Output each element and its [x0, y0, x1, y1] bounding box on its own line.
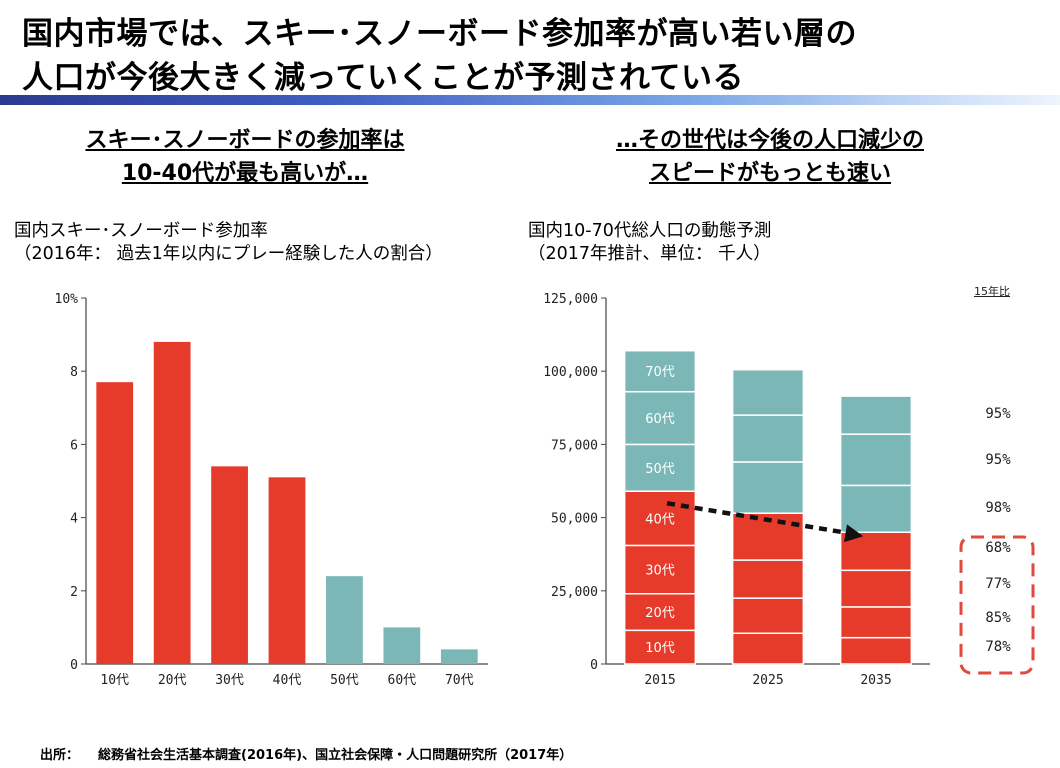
ratio-label: 95% [985, 406, 1011, 422]
left-chart-caption: 国内スキー･スノーボード参加率 （2016年： 過去1年以内にプレー経験した人の… [14, 220, 443, 266]
ratio-label: 85% [985, 610, 1011, 626]
left-y-tick-label: 0 [70, 658, 78, 673]
left-y-tick-label: 8 [70, 365, 78, 380]
left-bar-20代 [153, 341, 191, 664]
right-y-tick-label: 0 [590, 658, 598, 673]
segment-label-20代: 20代 [645, 606, 675, 621]
left-y-tick-label: 4 [70, 512, 78, 527]
stack-segment-2035-50代 [839, 484, 913, 533]
stack-segment-2015-30代 [623, 544, 697, 595]
left-x-tick-label: 40代 [273, 673, 302, 688]
right-y-tick-label: 75,000 [551, 438, 598, 453]
stack-segment-2025-20代 [731, 597, 805, 635]
left-x-tick-label: 20代 [158, 673, 187, 688]
right-subheading-line1: …その世代は今後の人口減少の [615, 128, 924, 153]
ratio-label: 68% [985, 540, 1011, 556]
left-subheading: スキー･スノーボードの参加率は 10-40代が最も高いが… [30, 124, 460, 190]
trend-arrow-line [666, 501, 850, 536]
left-x-tick-label: 60代 [388, 673, 417, 688]
stack-segment-2015-40代 [623, 490, 697, 547]
left-bar-30代 [211, 466, 248, 664]
ratio-label: 98% [985, 500, 1011, 516]
left-bar-40代 [268, 477, 306, 664]
stack-segment-2015-70代 [623, 349, 697, 393]
right-y-tick-label: 125,000 [543, 292, 598, 307]
stack-segment-2025-10代 [731, 632, 805, 665]
stack-segment-2025-70代 [731, 368, 805, 416]
stack-segment-2025-30代 [731, 559, 805, 599]
source-text: 総務省社会生活基本調査(2016年)、国立社会保障・人口問題研究所（2017年） [98, 748, 573, 763]
segment-label-70代: 70代 [645, 365, 675, 380]
segment-label-50代: 50代 [645, 462, 675, 477]
left-bar-50代 [326, 576, 363, 664]
left-chart-caption-line1: 国内スキー･スノーボード参加率 [14, 221, 268, 241]
segment-label-60代: 60代 [645, 412, 675, 427]
young-ratio-highlight-box [959, 535, 1035, 675]
right-y-tick-label: 100,000 [543, 365, 598, 380]
right-x-tick-label: 2015 [644, 673, 675, 688]
segment-label-10代: 10代 [645, 641, 675, 656]
left-bar-70代 [440, 649, 478, 664]
right-chart-caption-line1: 国内10-70代総人口の動態予測 [528, 221, 772, 241]
left-subheading-line1: スキー･スノーボードの参加率は [85, 128, 405, 153]
left-bar-10代 [96, 382, 134, 664]
left-y-tick-label: 2 [70, 585, 78, 600]
stack-segment-2015-10代 [623, 629, 697, 665]
ratio-label: 95% [985, 452, 1011, 468]
segment-label-30代: 30代 [645, 564, 675, 579]
stack-segment-2015-20代 [623, 592, 697, 632]
stack-segment-2035-70代 [839, 395, 913, 435]
left-chart-caption-line2: （2016年： 過去1年以内にプレー経験した人の割合） [14, 244, 443, 264]
stack-segment-2035-10代 [839, 636, 913, 665]
page-title-line2: 人口が今後大きく減っていくことが予測されている [22, 60, 745, 96]
right-chart-caption-line2: （2017年推計、単位： 千人） [528, 244, 771, 264]
left-x-tick-label: 70代 [445, 673, 474, 688]
left-y-tick-label: 6 [70, 438, 78, 453]
stack-segment-2035-60代 [839, 433, 913, 487]
stack-segment-2035-20代 [839, 606, 913, 639]
trend-arrow-head [844, 524, 864, 543]
source-label: 出所： [40, 748, 80, 763]
right-x-tick-label: 2035 [860, 673, 891, 688]
right-subheading: …その世代は今後の人口減少の スピードがもっとも速い [540, 124, 1000, 190]
right-x-tick-label: 2025 [752, 673, 783, 688]
left-x-tick-label: 50代 [330, 673, 359, 688]
ratio-header: 15年比 [974, 285, 1010, 298]
left-subheading-line2: 10-40代が最も高いが… [121, 161, 369, 186]
stack-segment-2035-30代 [839, 569, 913, 608]
right-subheading-line2: スピードがもっとも速い [648, 161, 891, 186]
left-bar-60代 [383, 627, 421, 664]
right-chart-caption: 国内10-70代総人口の動態予測 （2017年推計、単位： 千人） [528, 220, 771, 266]
stack-segment-2025-50代 [731, 461, 805, 514]
segment-label-40代: 40代 [645, 512, 675, 527]
right-y-tick-label: 25,000 [551, 585, 598, 600]
ratio-label: 77% [985, 576, 1011, 592]
left-y-tick-label: 10% [55, 292, 79, 307]
left-x-tick-label: 10代 [100, 673, 129, 688]
stack-segment-2015-50代 [623, 443, 697, 492]
page-title-line1: 国内市場では、スキー･スノーボード参加率が高い若い層の [22, 16, 857, 52]
right-y-tick-label: 50,000 [551, 512, 598, 527]
stack-segment-2025-60代 [731, 414, 805, 463]
title-gradient-bar [0, 95, 1060, 105]
ratio-label: 78% [985, 639, 1011, 655]
left-x-tick-label: 30代 [215, 673, 244, 688]
